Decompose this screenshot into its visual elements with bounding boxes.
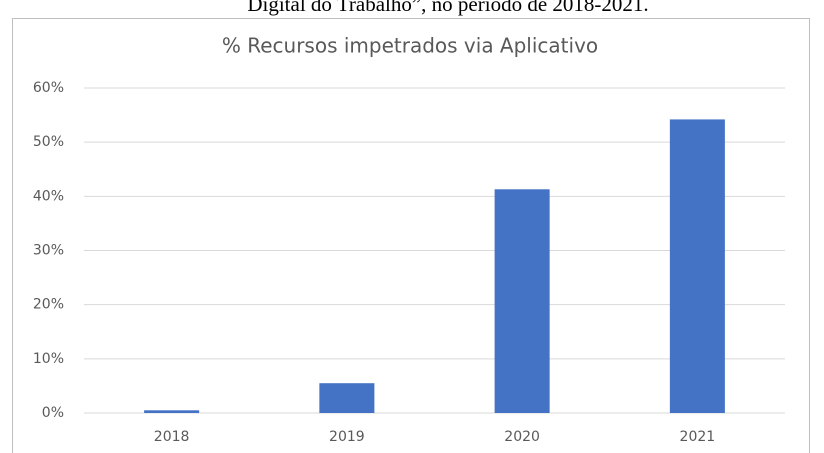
caption: Digital do Trabalho”, no período de 2018… bbox=[247, 0, 648, 16]
bar bbox=[669, 119, 725, 414]
x-tick-label: 2021 bbox=[680, 429, 716, 445]
x-tick-label: 2019 bbox=[329, 429, 365, 445]
bar bbox=[319, 383, 375, 413]
y-tick-label: 40% bbox=[33, 188, 64, 204]
chart-title: % Recursos impetrados via Aplicativo bbox=[222, 34, 598, 58]
bar bbox=[144, 410, 200, 413]
y-tick-label: 0% bbox=[42, 405, 64, 421]
y-tick-label: 30% bbox=[33, 243, 64, 259]
y-tick-label: 60% bbox=[33, 80, 64, 96]
y-tick-label: 20% bbox=[33, 297, 64, 313]
x-tick-label: 2018 bbox=[154, 429, 190, 445]
y-tick-label: 50% bbox=[33, 134, 64, 150]
x-tick-label: 2020 bbox=[504, 429, 540, 445]
y-tick-label: 10% bbox=[33, 351, 64, 367]
bar bbox=[494, 189, 550, 413]
